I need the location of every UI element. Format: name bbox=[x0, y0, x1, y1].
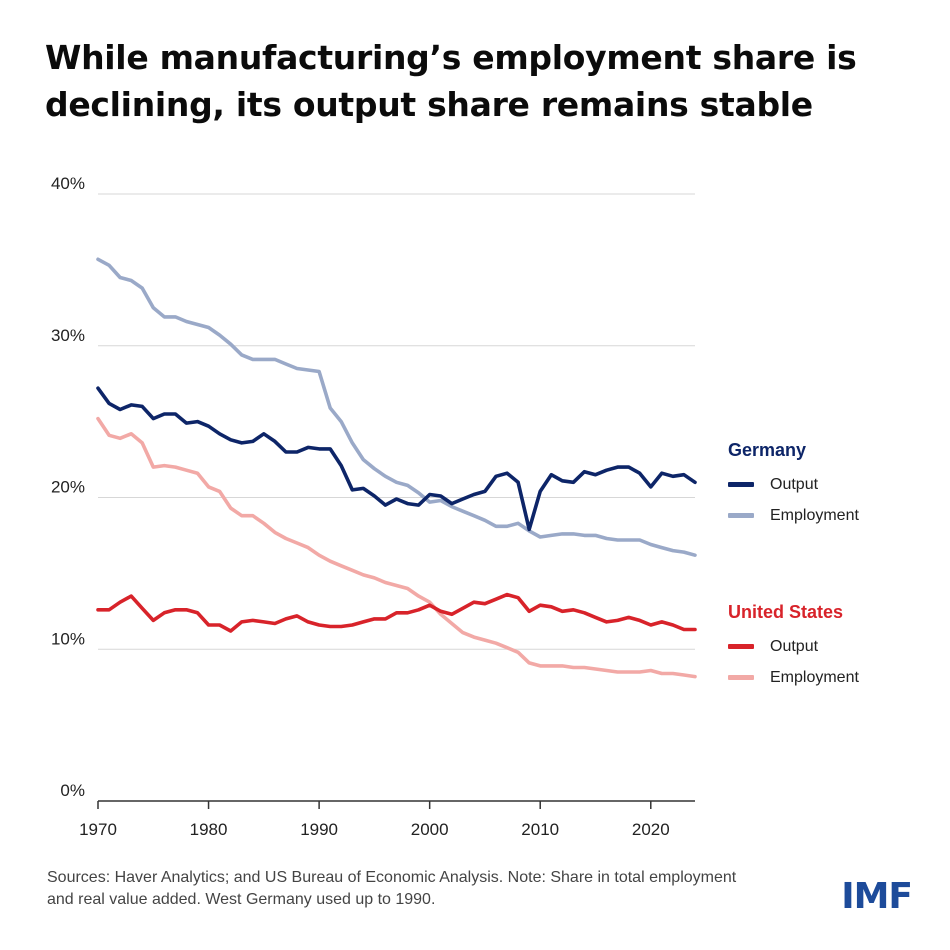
gridlines bbox=[98, 193, 695, 650]
legend-germany-employment-label: Employment bbox=[770, 506, 859, 524]
legend-germany-title: Germany bbox=[728, 440, 807, 460]
data-series bbox=[96, 257, 697, 679]
chart-title: While manufacturing’s employment share i… bbox=[45, 34, 925, 128]
chart-title-line-1: While manufacturing’s employment share i… bbox=[45, 38, 857, 77]
legend-swatch-us-output bbox=[728, 644, 754, 649]
legend-swatch-germany-output bbox=[728, 482, 754, 487]
legend-united-states: United States Output Employment bbox=[728, 602, 859, 693]
x-tick-label: 2000 bbox=[411, 820, 449, 839]
legend-swatch-germany-employment bbox=[728, 513, 754, 518]
legend-germany-output-label: Output bbox=[770, 475, 819, 493]
series-line-germany-output bbox=[96, 386, 697, 532]
legend-swatch-us-employment bbox=[728, 675, 754, 680]
y-tick-label: 20% bbox=[51, 478, 85, 497]
x-tick-label: 2010 bbox=[521, 820, 559, 839]
legend-us-employment: Employment bbox=[728, 662, 859, 693]
legend-us-employment-label: Employment bbox=[770, 668, 859, 686]
chart-title-line-2: declining, its output share remains stab… bbox=[45, 85, 813, 124]
series-line-germany-employment bbox=[96, 257, 697, 558]
x-tick-label: 1980 bbox=[190, 820, 228, 839]
series-line-us-output bbox=[96, 592, 697, 633]
legend-united-states-title: United States bbox=[728, 602, 844, 622]
legend-germany: Germany Output Employment bbox=[728, 440, 859, 531]
legend-germany-employment: Employment bbox=[728, 500, 859, 531]
y-tick-label: 10% bbox=[51, 629, 85, 648]
source-note: Sources: Haver Analytics; and US Bureau … bbox=[47, 869, 737, 908]
imf-logo: IMF bbox=[841, 876, 913, 917]
axes: 0% 10% 20% 30% 40% 1970 1980 1990 2000 2010 2020 bbox=[51, 174, 695, 839]
y-tick-label: 0% bbox=[60, 781, 85, 800]
x-tick-label: 1970 bbox=[79, 820, 117, 839]
y-tick-label: 30% bbox=[51, 326, 85, 345]
legend-us-output-label: Output bbox=[770, 637, 819, 655]
legend-us-output: Output bbox=[728, 631, 859, 662]
y-tick-label: 40% bbox=[51, 174, 85, 193]
x-tick-label: 2020 bbox=[632, 820, 670, 839]
series-line-us-employment bbox=[96, 416, 697, 679]
x-tick-label: 1990 bbox=[300, 820, 338, 839]
legend-germany-output: Output bbox=[728, 469, 859, 500]
